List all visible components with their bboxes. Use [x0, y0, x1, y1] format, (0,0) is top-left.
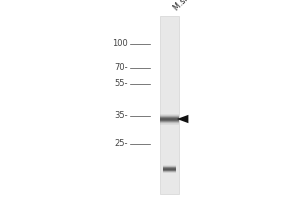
Bar [160, 117, 179, 118]
Bar [163, 171, 176, 172]
Text: 25-: 25- [114, 140, 128, 148]
Bar [163, 169, 176, 170]
Bar [160, 123, 179, 124]
Text: 100: 100 [112, 40, 127, 48]
Bar [160, 116, 179, 117]
Bar [163, 170, 176, 171]
Polygon shape [177, 115, 188, 123]
Bar [163, 168, 176, 169]
Text: 55-: 55- [114, 79, 128, 88]
Bar [160, 120, 179, 121]
Text: 35-: 35- [114, 111, 128, 120]
Bar [160, 16, 179, 194]
Bar [160, 122, 179, 123]
Bar [160, 114, 179, 115]
Text: M.skeletal muscle: M.skeletal muscle [172, 0, 230, 12]
Bar [160, 119, 179, 120]
Bar [160, 115, 179, 116]
Bar [163, 165, 176, 166]
Bar [160, 121, 179, 122]
Bar [163, 172, 176, 173]
Text: 70-: 70- [114, 64, 128, 72]
Bar [160, 118, 179, 119]
Bar [163, 167, 176, 168]
Bar [163, 166, 176, 167]
